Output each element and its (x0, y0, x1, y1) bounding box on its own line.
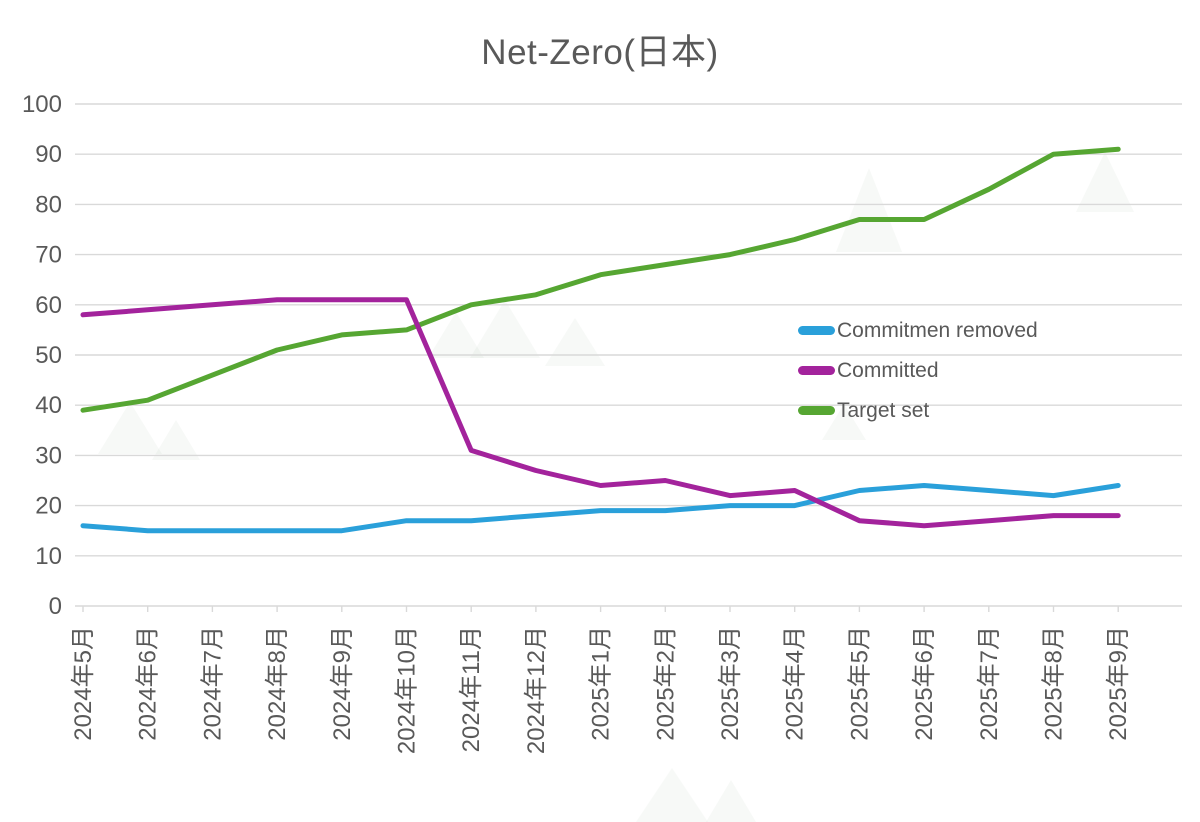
x-axis-label: 2024年5月 (70, 626, 97, 741)
y-axis-label: 20 (35, 493, 62, 520)
legend-line-swatch (798, 326, 835, 335)
legend-line-swatch (798, 366, 835, 375)
x-axis-label: 2024年10月 (394, 626, 421, 754)
chart-legend: Commitmen removed Committed Target set (798, 317, 1038, 437)
legend-line-swatch (798, 406, 835, 415)
y-axis-label: 100 (22, 91, 62, 118)
x-axis-label: 2024年7月 (199, 626, 226, 741)
x-axis-label: 2025年1月 (588, 626, 615, 741)
x-axis-label: 2025年2月 (652, 626, 679, 741)
y-axis-label: 90 (35, 141, 62, 168)
legend-label: Target set (837, 398, 930, 422)
x-axis-label: 2025年9月 (1105, 626, 1132, 741)
x-axis-label: 2025年3月 (717, 626, 744, 741)
legend-item-target-set: Target set (798, 397, 1038, 424)
legend-label: Commitmen removed (837, 318, 1038, 342)
y-axis-label: 10 (35, 543, 62, 570)
y-axis-label: 60 (35, 292, 62, 319)
series-line-target-set (80, 146, 1121, 413)
y-axis-label: 40 (35, 392, 62, 419)
chart-title: Net-Zero(日本) (481, 33, 719, 72)
x-axis-label: 2024年12月 (523, 626, 550, 754)
series-line-committed (80, 297, 1121, 529)
x-axis-label: 2025年7月 (976, 626, 1003, 741)
x-axis-label: 2025年6月 (911, 626, 938, 741)
x-axis-label: 2024年9月 (329, 626, 356, 741)
x-axis-label: 2024年11月 (458, 626, 485, 752)
y-axis-label: 0 (49, 593, 62, 620)
x-axis-label: 2025年8月 (1041, 626, 1068, 741)
y-axis-label: 70 (35, 242, 62, 269)
legend-item-committed: Committed (798, 357, 1038, 384)
y-axis-label: 50 (35, 342, 62, 369)
series-line-commitmen-removed (80, 483, 1121, 534)
legend-item-commitmen-removed: Commitmen removed (798, 317, 1038, 344)
y-axis-label: 80 (35, 191, 62, 218)
x-axis-label: 2024年6月 (135, 626, 162, 741)
x-axis-label: 2024年8月 (264, 626, 291, 741)
y-axis-label: 30 (35, 442, 62, 469)
legend-label: Committed (837, 358, 939, 382)
x-axis-label: 2025年5月 (846, 626, 873, 741)
x-axis-label: 2025年4月 (782, 626, 809, 741)
